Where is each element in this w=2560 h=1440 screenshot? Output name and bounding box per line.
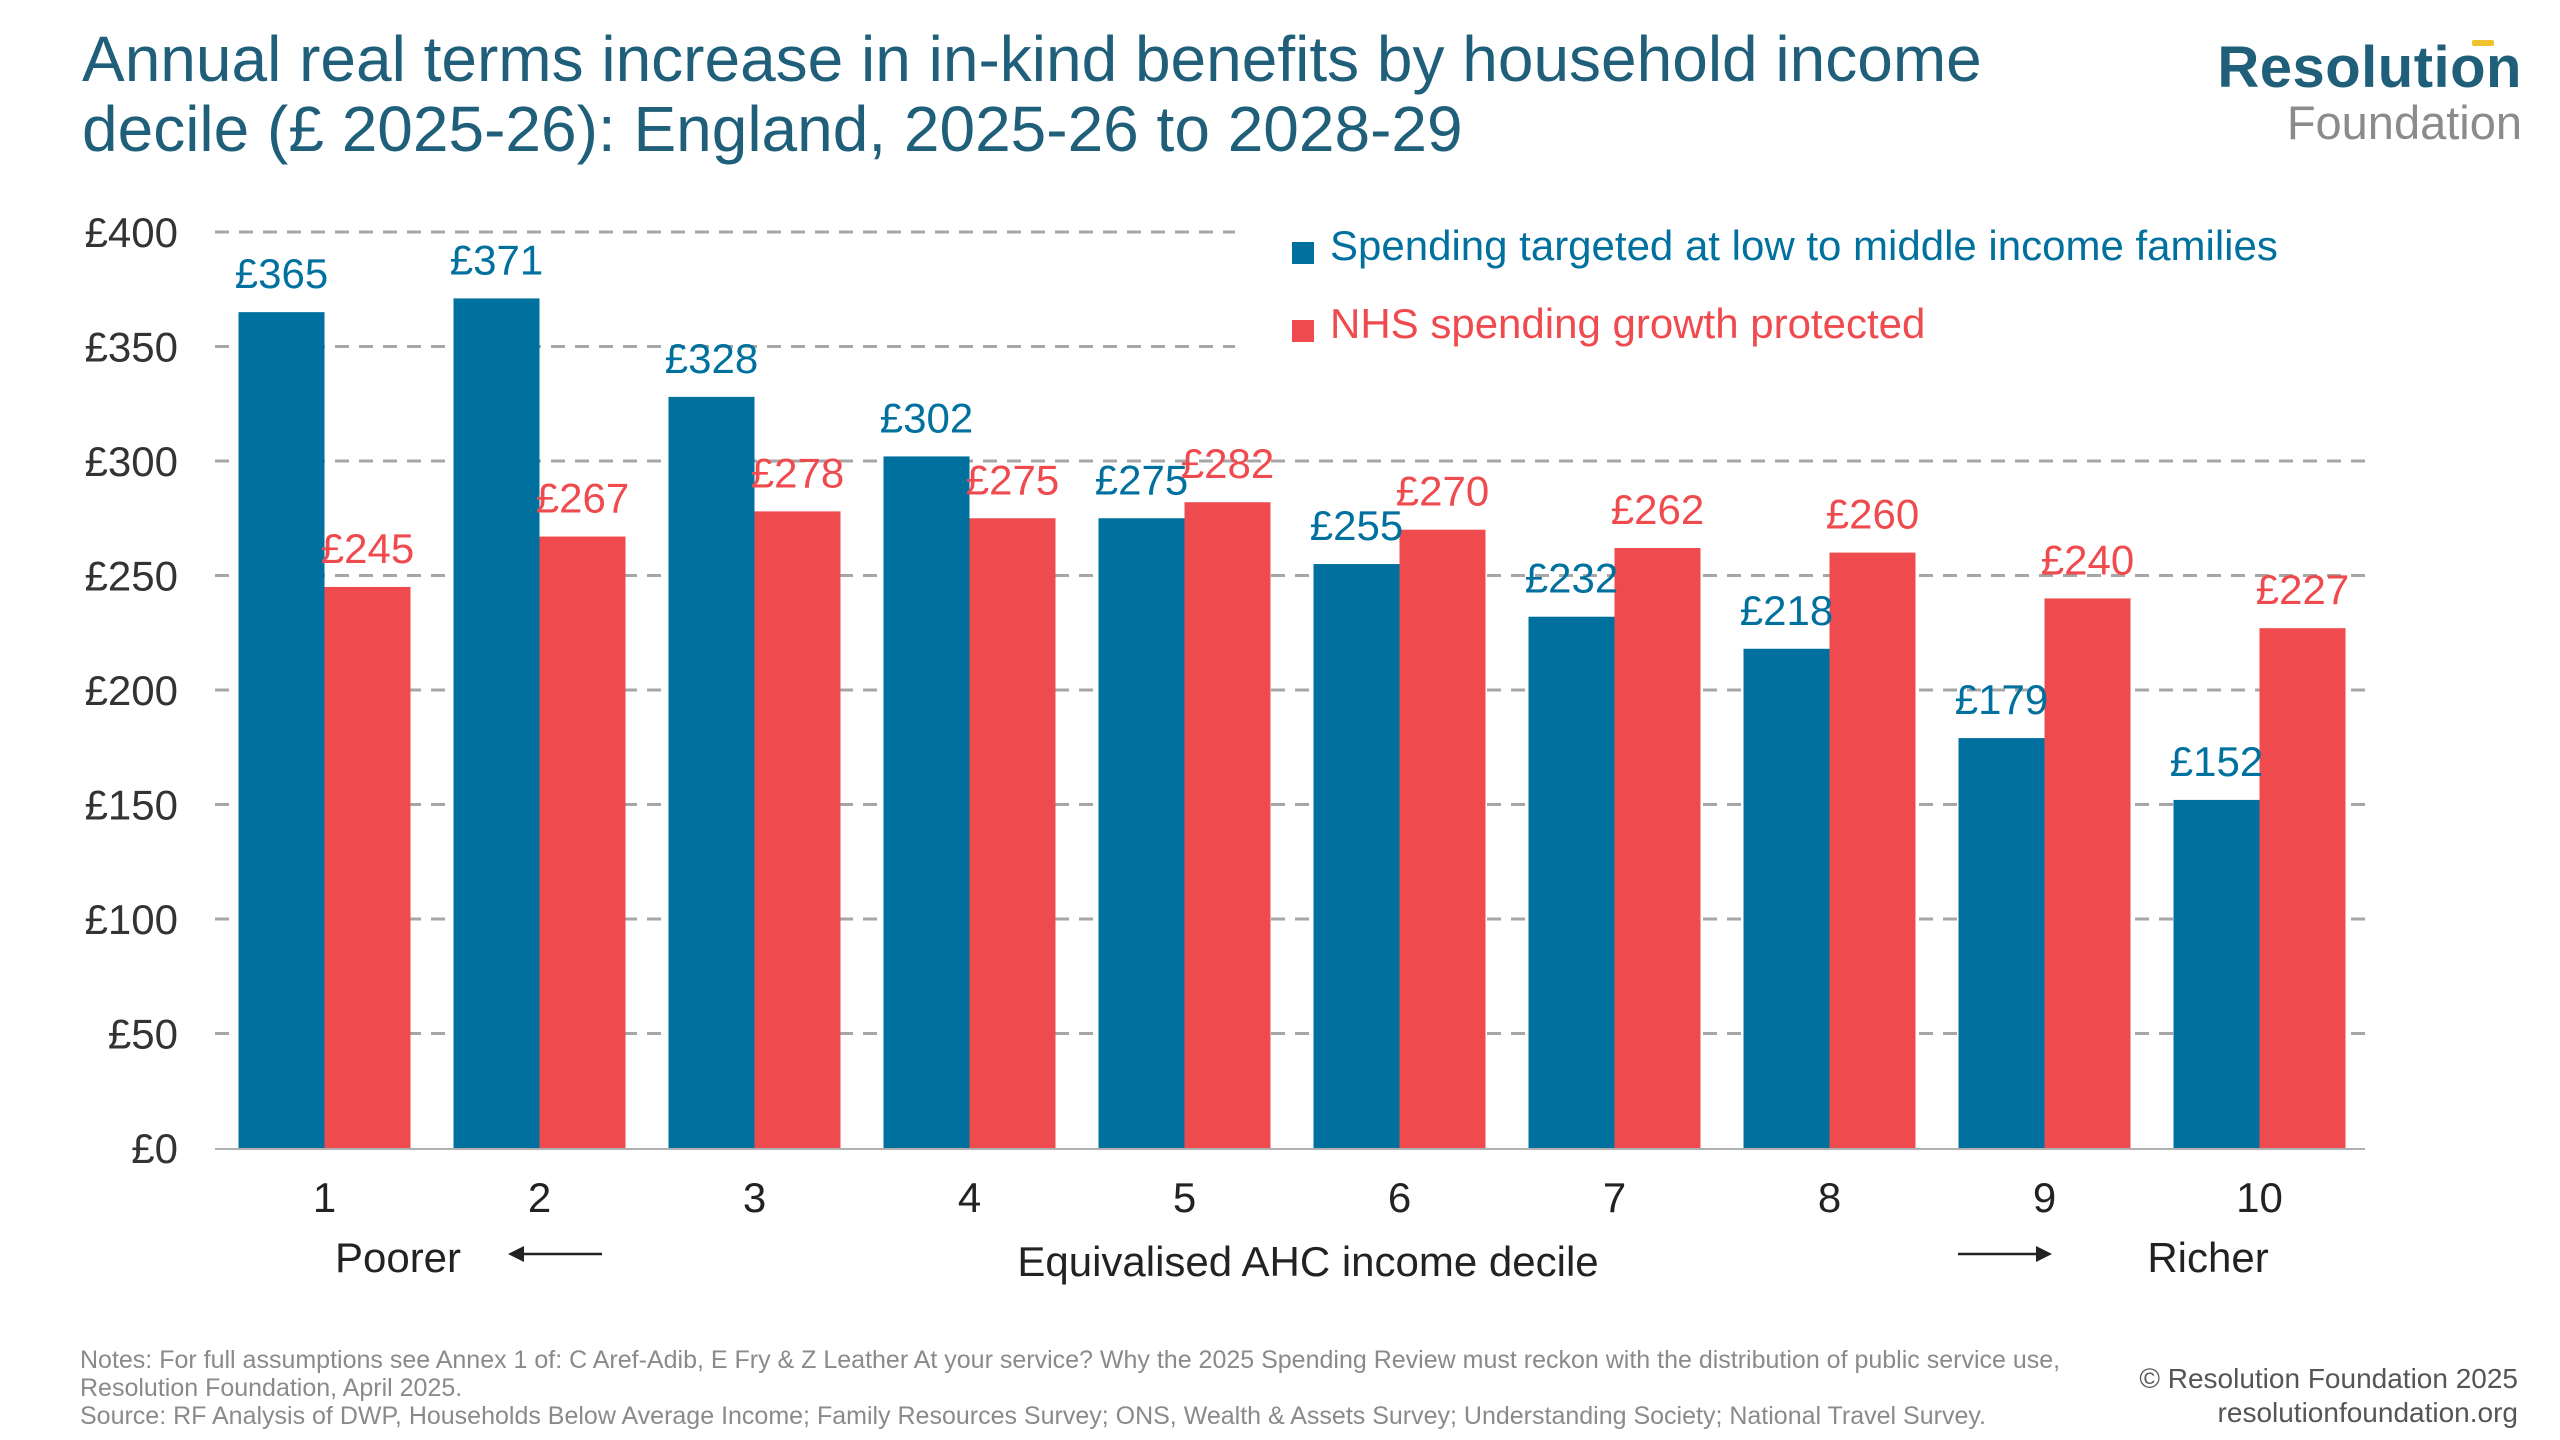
bar bbox=[668, 396, 755, 1148]
bar-value-label: £365 bbox=[235, 250, 328, 297]
bar bbox=[1399, 529, 1486, 1148]
legend-swatch-targeted bbox=[1292, 242, 1314, 264]
y-tick-label: £200 bbox=[85, 667, 178, 714]
bar-value-label: £260 bbox=[1826, 491, 1919, 538]
copyright: © Resolution Foundation 2025 resolutionf… bbox=[2139, 1362, 2518, 1430]
bar bbox=[539, 536, 626, 1148]
chart-title: Annual real terms increase in in-kind be… bbox=[82, 23, 1982, 165]
bars bbox=[238, 298, 2346, 1149]
x-tick-label: 7 bbox=[1603, 1174, 1626, 1221]
bar-value-label: £232 bbox=[1525, 555, 1618, 602]
y-tick-label: £400 bbox=[85, 209, 178, 256]
bar-value-label: £255 bbox=[1310, 502, 1403, 549]
y-tick-label: £0 bbox=[131, 1125, 178, 1172]
bar bbox=[1958, 738, 2045, 1148]
x-tick-label: 5 bbox=[1173, 1174, 1196, 1221]
bar-value-label: £275 bbox=[1095, 456, 1188, 503]
source-line: Source: RF Analysis of DWP, Households B… bbox=[80, 1402, 1986, 1430]
bar bbox=[1829, 552, 1916, 1148]
bar-value-label: £262 bbox=[1611, 486, 1704, 533]
y-tick-label: £300 bbox=[85, 438, 178, 485]
bar-value-label: £245 bbox=[321, 525, 414, 572]
logo-line-2: Foundation bbox=[2286, 96, 2522, 149]
bar-value-label: £278 bbox=[751, 449, 844, 496]
y-tick-label: £250 bbox=[85, 553, 178, 600]
legend-label-nhs: NHS spending growth protected bbox=[1330, 300, 1925, 347]
x-axis-title: Equivalised AHC income decile bbox=[1017, 1238, 1598, 1285]
x-tick-label: 3 bbox=[743, 1174, 766, 1221]
bar bbox=[453, 298, 540, 1148]
y-tick-label: £50 bbox=[108, 1011, 178, 1058]
x-tick-label: 1 bbox=[313, 1174, 336, 1221]
bar bbox=[883, 456, 970, 1148]
x-annotations: Equivalised AHC income decile Poorer Ric… bbox=[335, 1234, 2269, 1285]
bar bbox=[2044, 598, 2131, 1148]
x-tick-label: 9 bbox=[2033, 1174, 2056, 1221]
bar-value-label: £267 bbox=[536, 475, 629, 522]
copyright-line: © Resolution Foundation 2025 bbox=[2139, 1363, 2518, 1394]
bar bbox=[1098, 518, 1185, 1148]
bar bbox=[1743, 648, 1830, 1148]
y-tick-label: £150 bbox=[85, 782, 178, 829]
bar bbox=[754, 511, 841, 1148]
x-axis: 1 2 3 4 5 6 7 8 9 10 bbox=[215, 1148, 2365, 1221]
bar-value-label: £275 bbox=[966, 456, 1059, 503]
bar-value-label: £218 bbox=[1740, 587, 1833, 634]
bar-value-label: £179 bbox=[1955, 676, 2048, 723]
x-tick-label: 6 bbox=[1388, 1174, 1411, 1221]
bar-value-label: £227 bbox=[2256, 566, 2349, 613]
logo-accent-mark bbox=[2472, 40, 2494, 46]
bar-value-label: £371 bbox=[450, 236, 543, 283]
notes-line: Notes: For full assumptions see Annex 1 … bbox=[80, 1346, 2061, 1402]
bar bbox=[1313, 564, 1400, 1148]
bar bbox=[1614, 548, 1701, 1148]
y-axis: £0 £50 £100 £150 £200 £250 £300 £350 £400 bbox=[85, 209, 178, 1172]
x-tick-label: 10 bbox=[2236, 1174, 2283, 1221]
bar bbox=[1184, 502, 1271, 1149]
bar-value-label: £152 bbox=[2170, 738, 2263, 785]
legend-swatch-nhs bbox=[1292, 320, 1314, 342]
bar bbox=[1528, 616, 1615, 1148]
gridlines bbox=[215, 230, 2365, 1035]
data-labels: £365£245£371£267£328£278£302£275 £275£282… bbox=[235, 236, 2349, 785]
bar bbox=[2259, 628, 2346, 1148]
richer-label: Richer bbox=[2147, 1234, 2268, 1281]
y-tick-label: £350 bbox=[85, 324, 178, 371]
bar bbox=[238, 312, 325, 1148]
bar-value-label: £302 bbox=[880, 394, 973, 441]
resolution-foundation-logo: Resolution Foundation bbox=[2217, 35, 2522, 149]
right-arrow-icon bbox=[1958, 1246, 2052, 1262]
legend-label-targeted: Spending targeted at low to middle incom… bbox=[1330, 222, 2278, 269]
bar-value-label: £270 bbox=[1396, 468, 1489, 515]
logo-line-1: Resolution bbox=[2217, 35, 2522, 100]
website-line: resolutionfoundation.org bbox=[2217, 1397, 2518, 1428]
legend: Spending targeted at low to middle incom… bbox=[1292, 222, 2278, 347]
bar bbox=[969, 518, 1056, 1148]
bar-value-label: £240 bbox=[2041, 536, 2134, 583]
x-tick-label: 2 bbox=[528, 1174, 551, 1221]
left-arrow-icon bbox=[508, 1246, 602, 1262]
x-tick-label: 4 bbox=[958, 1174, 981, 1221]
notes: Notes: For full assumptions see Annex 1 … bbox=[80, 1346, 2100, 1430]
poorer-label: Poorer bbox=[335, 1234, 461, 1281]
bar-value-label: £328 bbox=[665, 335, 758, 382]
bar bbox=[324, 586, 411, 1148]
bar bbox=[2173, 799, 2260, 1148]
bar-value-label: £282 bbox=[1181, 440, 1274, 487]
x-tick-label: 8 bbox=[1818, 1174, 1841, 1221]
y-tick-label: £100 bbox=[85, 896, 178, 943]
